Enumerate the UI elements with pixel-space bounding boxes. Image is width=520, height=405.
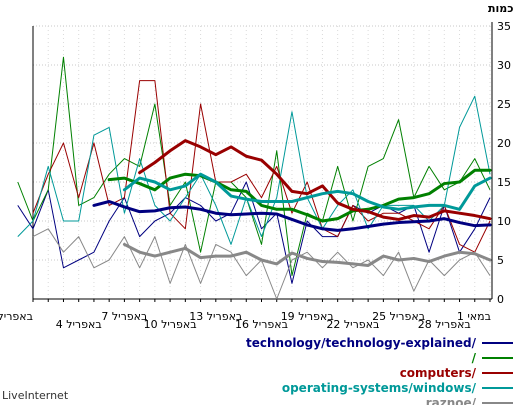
brand-label: LiveInternet bbox=[2, 389, 69, 402]
y-tick-label: 20 bbox=[497, 137, 511, 150]
legend-label: operating-systems/windows/ bbox=[282, 381, 477, 395]
x-tick-label: 10 באפריל bbox=[144, 318, 197, 331]
y-tick-label: 5 bbox=[497, 254, 504, 267]
x-tick-label: 28 באפריל bbox=[418, 318, 471, 331]
x-tick-label: 16 באפריל bbox=[235, 318, 288, 331]
y-tick-label: 10 bbox=[497, 215, 511, 228]
x-tick-label: 7 באפריל bbox=[101, 310, 147, 323]
series-average-line bbox=[122, 242, 492, 267]
series-average-line bbox=[122, 172, 492, 211]
legend-label: / bbox=[472, 351, 477, 365]
y-tick-label: 30 bbox=[497, 59, 511, 72]
series-average-line bbox=[138, 139, 492, 221]
x-tick-label: 13 באפריל bbox=[189, 310, 242, 323]
series-average-line bbox=[92, 200, 492, 232]
series-raw-line bbox=[17, 56, 491, 277]
x-tick-label: 19 באפריל bbox=[281, 310, 334, 323]
average-series-lines bbox=[92, 139, 492, 267]
legend-label: computers/ bbox=[400, 366, 477, 380]
x-tick-label: 22 באפריל bbox=[326, 318, 379, 331]
y-axis-title: כמות bbox=[488, 2, 513, 15]
legend-label: technology/technology-explained/ bbox=[246, 336, 477, 350]
series-average-line bbox=[107, 168, 492, 223]
y-tick-label: 15 bbox=[497, 176, 511, 189]
y-tick-label: 0 bbox=[497, 293, 504, 306]
series-raw-line bbox=[17, 95, 491, 245]
legend-label: raznoe/ bbox=[426, 396, 477, 405]
y-tick-label: 35 bbox=[497, 20, 511, 33]
x-tick-label: 1 במאי bbox=[457, 310, 491, 323]
x-tick-label: 25 באפריל bbox=[372, 310, 425, 323]
x-tick-label: 1 באפריל bbox=[0, 310, 33, 323]
y-tick-label: 25 bbox=[497, 98, 511, 111]
legend: technology/technology-explained//compute… bbox=[246, 336, 513, 405]
x-tick-label: 4 באפריל bbox=[56, 318, 102, 331]
